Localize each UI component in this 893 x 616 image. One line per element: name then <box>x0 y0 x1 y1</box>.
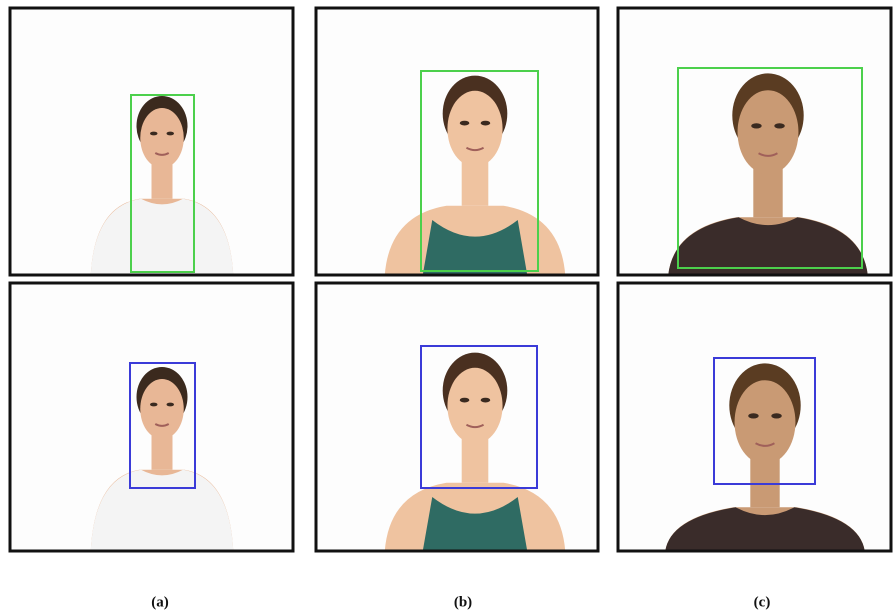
caption: (c) <box>754 594 771 610</box>
eye <box>771 413 782 418</box>
eye <box>167 403 175 407</box>
caption: (b) <box>454 594 472 610</box>
eye <box>460 398 470 403</box>
face <box>738 90 799 174</box>
eye <box>481 398 491 403</box>
eye <box>774 123 785 128</box>
eye <box>748 413 759 418</box>
eye <box>751 123 762 128</box>
eye <box>460 121 470 126</box>
face <box>735 380 796 464</box>
figure: (a) (b) (c) <box>0 0 893 616</box>
caption: (a) <box>151 594 169 610</box>
eye <box>481 121 491 126</box>
face <box>140 108 184 168</box>
eye <box>150 132 158 136</box>
face <box>447 91 502 167</box>
face <box>447 368 502 444</box>
face <box>140 379 184 439</box>
eye <box>150 403 158 407</box>
eye <box>167 132 175 136</box>
